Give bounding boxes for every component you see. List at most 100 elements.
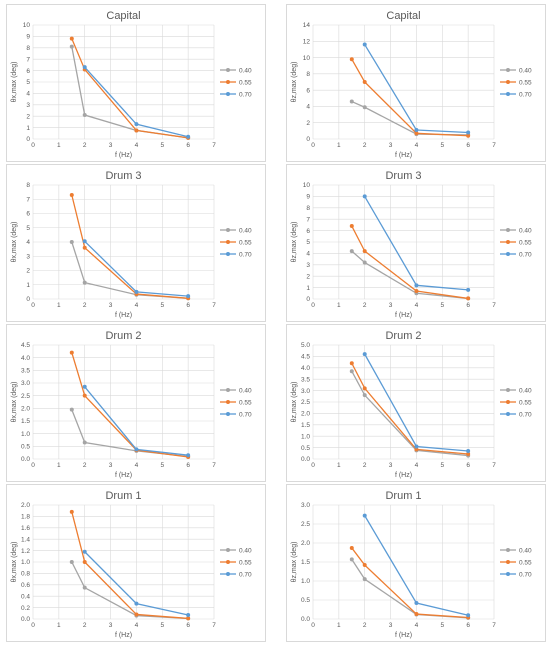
y-tick-label: 2 [306,273,310,280]
y-tick-label: 8 [26,45,30,52]
data-point [186,294,191,299]
x-tick-label: 4 [415,462,419,469]
y-tick-label: 2.5 [301,521,310,528]
y-axis-label: θz,max (deg) [291,62,298,103]
y-tick-label: 10 [303,182,311,189]
y-tick-label: 5 [26,79,30,86]
data-point [69,350,74,355]
x-tick-label: 2 [83,462,87,469]
x-tick-label: 1 [337,302,341,309]
data-point [82,113,87,118]
data-point [362,386,367,391]
x-tick-label: 7 [492,462,496,469]
y-tick-label: 2.0 [21,502,30,509]
series-line-0.55 [71,38,189,139]
data-point [466,296,471,301]
y-tick-label: 0.6 [21,582,30,589]
data-point [69,44,74,49]
chart-capital-thetax: Capital 0 1 2 3 4 5 6 7 8 9 10 0 1 2 3 4 5 6 7 f (Hz) θx,max … [6,4,266,162]
data-point [414,289,419,294]
data-point [466,130,471,135]
x-tick-label: 6 [466,462,470,469]
y-axis-label: θx,max (deg) [11,222,18,263]
y-tick-label: 3.0 [21,380,30,387]
y-axis-label: θx,max (deg) [11,62,18,103]
chart-title: Drum 2 [105,330,141,342]
x-tick-label: 6 [186,462,190,469]
chart-svg: Drum 1 0.0 0.2 0.4 0.6 0.8 1.0 1.2 1.4 1.6 1.8 2.0 0… [11,490,252,639]
y-axis-label: θz,max (deg) [291,542,298,583]
x-tick-label: 1 [337,622,341,629]
data-point [349,369,354,374]
data-point [414,131,419,136]
x-tick-label: 0 [31,462,35,469]
y-tick-label: 9 [306,194,310,201]
legend-label: 0.70 [519,91,532,98]
legend-marker [226,240,230,244]
data-point [362,352,367,357]
data-point [362,260,367,265]
x-tick-label: 1 [337,462,341,469]
data-point [134,447,139,452]
x-tick-label: 3 [109,462,113,469]
y-tick-label: 0.5 [21,444,30,451]
chart-title: Drum 3 [105,170,141,182]
y-tick-label: 1.5 [21,418,30,425]
y-tick-label: 1 [306,285,310,292]
x-tick-label: 6 [466,142,470,149]
x-tick-label: 1 [57,622,61,629]
legend-label: 0.40 [519,67,532,74]
x-axis-label: f (Hz) [395,152,412,159]
y-tick-label: 12 [303,38,311,45]
y-tick-label: 2.0 [301,540,310,547]
x-axis-label: f (Hz) [395,472,412,479]
legend-marker [506,560,510,564]
chart-title: Capital [106,10,140,22]
y-tick-label: 1.0 [21,431,30,438]
series-line-0.40 [71,561,189,620]
y-tick-label: 4 [306,251,310,258]
chart-svg: Drum 3 0 1 2 3 4 5 6 7 8 9 10 0 1 2 3 4 5 6 7 f (Hz) θz,max (… [291,170,532,319]
legend-label: 0.70 [519,571,532,578]
y-tick-label: 0 [306,136,310,143]
chart-title: Drum 1 [385,490,421,502]
data-point [414,444,419,449]
x-tick-label: 3 [389,622,393,629]
x-tick-label: 6 [186,622,190,629]
legend-marker [506,80,510,84]
data-point [82,65,87,70]
x-axis-label: f (Hz) [115,472,132,479]
x-tick-label: 2 [363,302,367,309]
x-tick-label: 3 [389,142,393,149]
chart-title: Capital [386,10,420,22]
legend-marker [226,400,230,404]
y-tick-label: 0.5 [301,597,310,604]
legend-label: 0.40 [239,67,252,74]
chart-svg: Drum 2 0.0 0.5 1.0 1.5 2.0 2.5 3.0 3.5 4.0 4.5 0 1 2 3… [11,330,252,479]
data-point [414,283,419,288]
y-tick-label: 0.0 [301,456,310,463]
x-tick-label: 1 [57,302,61,309]
y-tick-label: 4 [306,104,310,111]
series-line-0.40 [71,46,189,139]
y-axis-label: θx,max (deg) [11,542,18,583]
chart-drum2-thetaz: Drum 2 0.0 0.5 1.0 1.5 2.0 2.5 3.0 3.5 4.0 4.5 5.0 0… [286,324,546,482]
series-line-0.55 [351,225,469,300]
x-tick-label: 4 [415,622,419,629]
chart-svg: Capital 0 1 2 3 4 5 6 7 8 9 10 0 1 2 3 4 5 6 7 f (Hz) θx,max … [11,10,252,159]
data-point [466,133,471,138]
data-point [362,105,367,110]
y-tick-label: 0.8 [21,571,30,578]
x-tick-label: 7 [492,302,496,309]
y-tick-label: 8 [306,71,310,78]
x-tick-label: 0 [311,302,315,309]
y-tick-label: 7 [26,196,30,203]
series-line-0.40 [71,241,189,299]
data-point [362,513,367,518]
x-tick-label: 0 [31,142,35,149]
chart-drum1-thetax: Drum 1 0.0 0.2 0.4 0.6 0.8 1.0 1.2 1.4 1.6 1.8 2.0 0… [6,484,266,642]
chart-title: Drum 3 [385,170,421,182]
x-tick-label: 1 [337,142,341,149]
y-tick-label: 8 [306,205,310,212]
